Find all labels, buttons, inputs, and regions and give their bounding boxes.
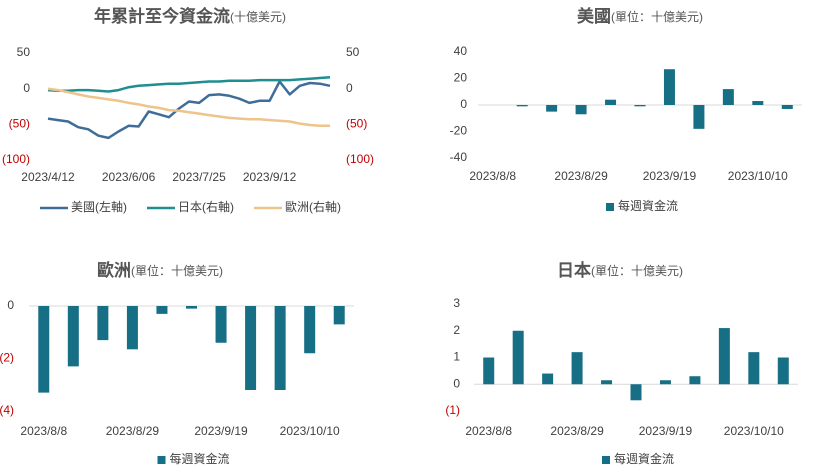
bar (245, 306, 257, 390)
title-main: 美國 (577, 6, 611, 26)
series-line (47, 80, 331, 140)
title-sub: (單位：十億美元) (611, 9, 703, 24)
bar (605, 99, 617, 105)
bar (575, 105, 587, 115)
legend-label: 美國(左軸) (71, 199, 127, 214)
bar (718, 328, 730, 385)
y-tick-label: 2 (453, 323, 460, 337)
bar (542, 373, 554, 385)
bar (156, 306, 168, 314)
x-tick-label: 2023/8/8 (469, 169, 516, 183)
bar (659, 380, 671, 385)
legend-label: 每週資金流 (618, 198, 678, 213)
bar (748, 352, 760, 385)
y-tick-label: 20 (454, 71, 468, 85)
y-tick-label: (4) (0, 403, 14, 417)
bar (601, 380, 613, 385)
bar (97, 306, 109, 341)
title-main: 歐洲 (97, 260, 131, 280)
y-tick-label: 0 (23, 81, 30, 95)
chart-title: 歐洲(單位：十億美元) (97, 260, 223, 280)
bar (512, 330, 524, 385)
title-main: 年累計至今資金流 (94, 6, 230, 26)
chart-title: 美國(單位：十億美元) (577, 6, 703, 26)
legend-label: 歐洲(右軸) (285, 199, 341, 214)
bar (67, 306, 79, 367)
bar (304, 306, 316, 354)
title-main: 日本 (557, 260, 591, 280)
legend-label: 每週資金流 (169, 451, 229, 466)
bar (516, 105, 528, 107)
x-tick-label: 2023/6/06 (102, 170, 156, 184)
bar (571, 352, 583, 385)
x-tick-label: 2023/8/29 (550, 424, 604, 438)
bar (752, 101, 764, 105)
bar (693, 105, 705, 129)
y-tick-label: (2) (0, 351, 14, 365)
bar (186, 306, 197, 309)
bar (781, 105, 793, 109)
bar (630, 384, 642, 401)
x-tick-label: 2023/10/10 (280, 424, 340, 438)
title-sub: (十億美元) (230, 10, 286, 24)
title-sub: (單位：十億美元) (591, 263, 683, 278)
y-tick-label: 0 (346, 81, 353, 95)
x-tick-label: 2023/8/8 (20, 424, 67, 438)
title-sub: (單位：十億美元) (131, 263, 223, 278)
y-tick-label: 40 (454, 44, 468, 58)
y-tick-label: (1) (445, 403, 460, 417)
y-tick-label: -40 (450, 150, 468, 164)
bar (215, 306, 227, 343)
x-tick-label: 2023/9/19 (639, 424, 693, 438)
bar (483, 357, 495, 385)
chart-title: 年累計至今資金流(十億美元) (94, 6, 286, 26)
y-tick-label: 1 (453, 350, 460, 364)
x-tick-label: 2023/4/12 (21, 170, 75, 184)
y-tick-label: 3 (453, 296, 460, 310)
legend-swatch (605, 203, 614, 211)
y-tick-label: (50) (9, 117, 30, 131)
bar (689, 376, 701, 385)
x-tick-label: 2023/8/29 (106, 424, 160, 438)
x-tick-label: 2023/8/8 (465, 424, 512, 438)
x-tick-label: 2023/9/19 (194, 424, 248, 438)
x-tick-label: 2023/8/29 (554, 169, 608, 183)
legend-swatch (601, 456, 610, 464)
y-tick-label: 0 (460, 97, 467, 111)
y-tick-label: -20 (450, 124, 468, 138)
y-tick-label: 50 (17, 45, 31, 59)
legend-label: 日本(右軸) (178, 199, 234, 214)
bar (722, 89, 734, 105)
bar (274, 306, 286, 390)
y-tick-label: 0 (7, 298, 14, 312)
bar (546, 105, 558, 112)
y-tick-label: (50) (346, 117, 367, 131)
x-tick-label: 2023/10/10 (728, 169, 788, 183)
bar (38, 306, 50, 393)
y-tick-label: 0 (453, 376, 460, 390)
x-tick-label: 2023/9/12 (243, 170, 297, 184)
bar (333, 306, 345, 325)
series-line (47, 76, 331, 93)
bar (126, 306, 138, 350)
series-line (47, 87, 330, 128)
legend-swatch (157, 456, 166, 464)
bar (663, 69, 675, 105)
bar (634, 105, 646, 107)
bar (777, 357, 789, 385)
y-tick-label: (100) (346, 152, 374, 166)
x-tick-label: 2023/7/25 (172, 170, 226, 184)
y-tick-label: 50 (346, 45, 360, 59)
y-tick-label: (100) (2, 152, 30, 166)
x-tick-label: 2023/10/10 (724, 424, 784, 438)
x-tick-label: 2023/9/19 (643, 169, 697, 183)
legend-label: 每週資金流 (614, 451, 674, 466)
chart-title: 日本(單位：十億美元) (557, 260, 683, 280)
